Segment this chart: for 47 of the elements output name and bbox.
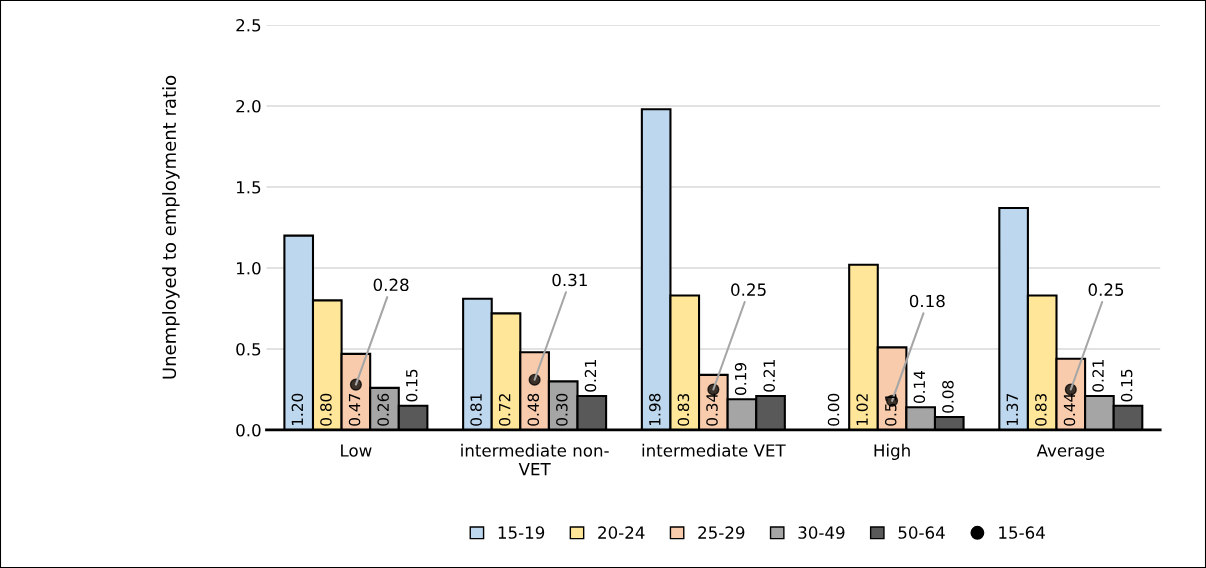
data-label: 0.21 [1092, 360, 1104, 392]
x-tick-label: intermediate VET [642, 443, 786, 457]
data-label: 0.25 [731, 283, 766, 296]
data-label: 0.18 [909, 294, 945, 308]
data-label: 0.08 [942, 380, 954, 413]
data-label: 0.21 [763, 360, 775, 392]
data-label: 0.44 [1063, 393, 1076, 426]
data-label: 0.47 [348, 394, 361, 426]
y-axis-title: Unemployed to employment ratio [162, 75, 180, 379]
y-tick-label: 1.0 [236, 261, 261, 275]
data-label: 0.83 [677, 393, 690, 426]
data-label: 0.26 [377, 393, 389, 426]
y-tick-label: 0.0 [236, 423, 261, 437]
data-label: 0.83 [1035, 393, 1047, 426]
legend-label: 15-64 [999, 526, 1045, 539]
data-label: 1.37 [1006, 394, 1019, 426]
legend-label: 15-19 [498, 526, 545, 539]
data-label: 0.28 [373, 278, 409, 292]
data-label: 0.48 [527, 393, 540, 426]
data-label: 0.72 [498, 394, 511, 426]
data-label: 1.20 [291, 393, 304, 426]
y-tick-label: 1.5 [236, 181, 261, 194]
x-tick-label: High [874, 443, 910, 460]
y-tick-label: 2.0 [236, 99, 261, 113]
x-tick-label: Average [1036, 444, 1105, 460]
legend-label: 25-29 [698, 526, 745, 539]
y-tick-label: 2.5 [236, 18, 261, 32]
data-label: 0.15 [1120, 369, 1133, 402]
x-tick-label: Low [341, 444, 372, 457]
data-label: 0.14 [913, 370, 926, 404]
data-label: 0.31 [552, 273, 587, 287]
y-tick-label: 0.5 [236, 342, 261, 356]
data-label: 0.34 [706, 393, 718, 426]
x-tick-label: intermediate non- VET [461, 443, 609, 476]
data-label: 0.15 [405, 369, 418, 402]
data-label: 0.19 [734, 363, 747, 395]
data-label: 0.80 [320, 393, 332, 426]
legend-label: 30-49 [798, 526, 845, 539]
data-label: 0.81 [470, 394, 482, 426]
data-label: 1.98 [649, 393, 661, 426]
data-label: 0.21 [584, 360, 597, 392]
legend-label: 50-64 [898, 526, 945, 539]
data-label: 0.00 [827, 393, 840, 426]
data-label: 0.30 [556, 393, 568, 426]
data-label: 1.02 [856, 394, 868, 426]
legend-label: 20-24 [598, 526, 645, 539]
data-label: 0.25 [1088, 283, 1124, 296]
